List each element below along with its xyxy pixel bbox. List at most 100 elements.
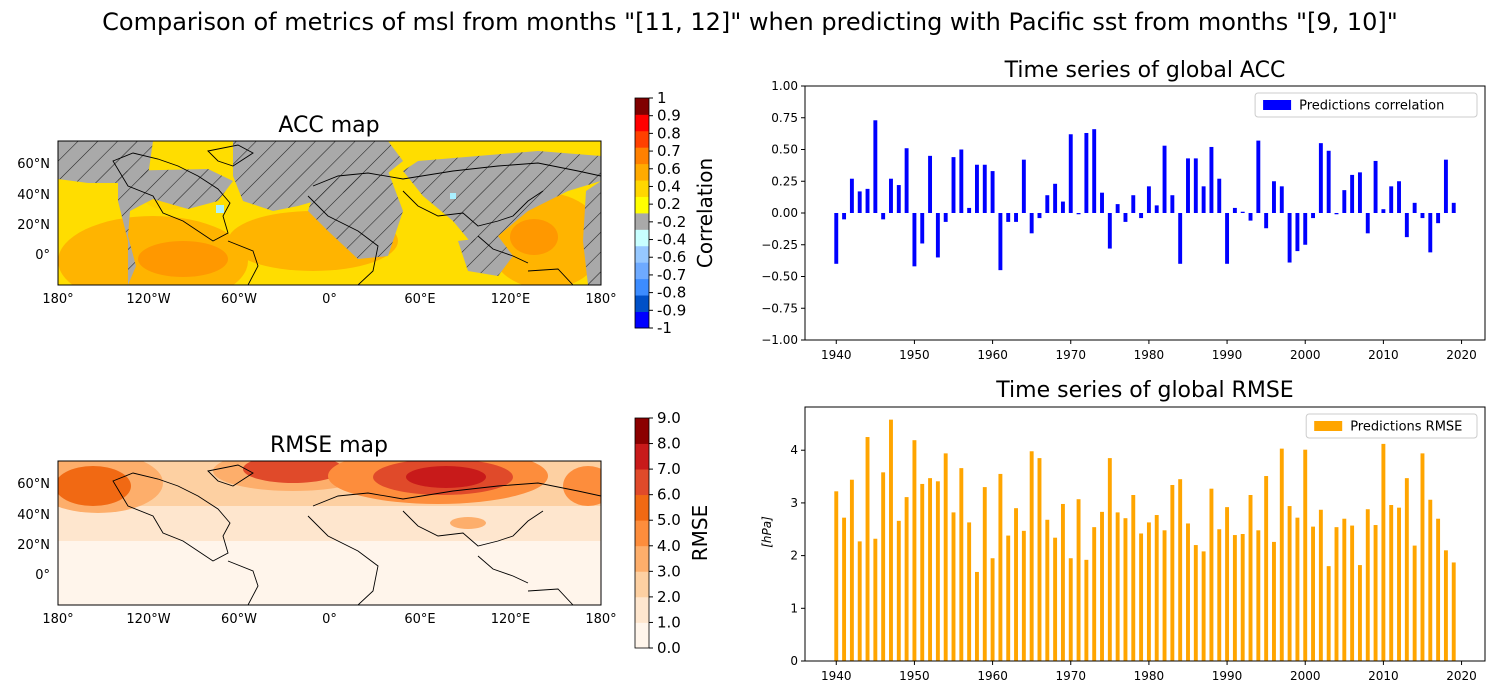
- rmse-bar: [1092, 527, 1097, 661]
- rmse-bar: [1451, 562, 1456, 661]
- rmse-bar: [1342, 518, 1347, 661]
- acc-bar: [1357, 172, 1362, 213]
- acc-xtick-label: 2010: [1368, 348, 1399, 362]
- acc-bar: [865, 188, 870, 213]
- acc-bar: [842, 213, 847, 220]
- rmse-bar: [842, 517, 847, 661]
- acc-bar: [1131, 195, 1136, 213]
- rmse-bar: [881, 472, 886, 661]
- rmse-timeseries-chart: Time series of global RMSE [hPa] 1940 195…: [760, 378, 1486, 683]
- acc-lon-tick: 180°: [585, 292, 616, 307]
- rmse-bar: [896, 520, 901, 661]
- rmse-legend-swatch: [1314, 421, 1343, 431]
- acc-colorbar-tick-label: -1: [657, 319, 672, 337]
- rmse-colorbar: 0.0 1.0 2.0 3.0 4.0 5.0 6.0 7.0 8.0 9.0: [634, 409, 681, 657]
- acc-bar: [1342, 190, 1347, 213]
- acc-ytick-label: 0.50: [771, 143, 798, 157]
- rmse-colorbar-segment: [635, 545, 649, 572]
- acc-bar: [889, 178, 893, 213]
- acc-xtick-label: 1970: [1055, 348, 1086, 362]
- acc-colorbar-tick-label: 0.7: [657, 142, 681, 160]
- acc-xtick-label: 1990: [1212, 348, 1243, 362]
- rmse-colorbar-tick-label: 5.0: [657, 511, 681, 529]
- acc-lon-tick: 60°E: [404, 292, 435, 307]
- acc-lon-tick: 180°: [42, 292, 73, 307]
- rmse-xtick-label: 1950: [899, 669, 930, 683]
- rmse-lat-tick: 0°: [35, 568, 50, 583]
- acc-bar: [1201, 186, 1206, 213]
- rmse-xtick-label: 1970: [1055, 669, 1086, 683]
- rmse-bar: [998, 473, 1003, 661]
- acc-bar: [1287, 213, 1292, 263]
- rmse-bar: [1373, 525, 1378, 661]
- rmse-bar: [1295, 517, 1300, 661]
- rmse-xtick-label: 2010: [1368, 669, 1399, 683]
- rmse-field-region: [243, 461, 343, 483]
- acc-colorbar-segment: [635, 278, 649, 296]
- rmse-legend: Predictions RMSE: [1305, 413, 1478, 439]
- acc-colorbar-segment: [635, 98, 649, 115]
- rmse-map-panel: RMSE map: [17, 409, 712, 657]
- rmse-colorbar-segment: [635, 622, 649, 649]
- rmse-bar: [1060, 503, 1065, 661]
- rmse-bar: [1100, 511, 1104, 661]
- acc-colorbar-label: Correlation: [693, 158, 717, 268]
- rmse-lat-tick: 40°N: [17, 508, 50, 523]
- rmse-ytick-label: 0: [790, 654, 798, 668]
- acc-legend-box: [1254, 92, 1478, 118]
- rmse-field-region: [58, 466, 131, 506]
- acc-colorbar-segment: [635, 311, 649, 329]
- acc-bar: [1006, 213, 1011, 222]
- acc-bar: [1084, 132, 1089, 213]
- rmse-bar: [1131, 495, 1136, 661]
- acc-colorbar-tick-label: -0.4: [657, 231, 686, 249]
- rmse-colorbar-tick-label: 8.0: [657, 435, 681, 453]
- acc-colorbar-segment: [635, 245, 649, 263]
- rmse-lon-axis: 180° 120°W 60°W 0° 60°E 120°E 180°: [42, 612, 616, 627]
- acc-bar: [1014, 213, 1018, 222]
- acc-colorbar: -1-0.9-0.8-0.7-0.6-0.4-0.20.20.40.60.70.…: [634, 89, 686, 337]
- acc-map-panel: ACC map: [17, 89, 717, 337]
- rmse-bar: [1068, 558, 1073, 661]
- rmse-legend-box: [1305, 413, 1478, 439]
- acc-colorbar-segment: [635, 114, 649, 132]
- acc-bar: [1436, 213, 1441, 224]
- rmse-colorbar-segment: [635, 596, 649, 623]
- rmse-bar: [873, 538, 878, 661]
- rmse-timeseries-ylabel: [hPa]: [760, 516, 774, 548]
- rmse-colorbar-segment: [635, 418, 649, 444]
- acc-bar: [1404, 213, 1409, 238]
- acc-ytick-label: 1.00: [771, 79, 798, 93]
- acc-bar: [904, 148, 909, 213]
- acc-bar: [1420, 213, 1425, 219]
- acc-bar: [1029, 213, 1034, 234]
- acc-lat-tick: 40°N: [17, 188, 50, 203]
- rmse-bar: [1217, 529, 1222, 661]
- rmse-bar: [967, 522, 972, 661]
- rmse-xtick-label: 1960: [977, 669, 1008, 683]
- acc-colorbar-tick-label: 0.4: [657, 177, 681, 195]
- rmse-coastlines: [112, 464, 601, 605]
- acc-ytick-label: 0.25: [771, 174, 798, 188]
- acc-lat-axis: 60°N 40°N 20°N 0°: [17, 157, 50, 263]
- acc-colorbar-segment: [635, 180, 649, 197]
- rmse-bar: [865, 437, 870, 661]
- rmse-lon-tick: 60°W: [221, 612, 257, 627]
- rmse-plot-frame: [804, 406, 1486, 662]
- acc-colorbar-segment: [635, 213, 649, 230]
- acc-colorbar-tick-label: 0.9: [657, 107, 681, 125]
- rmse-bar: [1311, 526, 1315, 661]
- acc-bar: [935, 213, 940, 258]
- acc-bar: [1217, 178, 1222, 213]
- acc-bar: [1381, 209, 1386, 213]
- acc-map-frame: [57, 140, 602, 286]
- rmse-xtick-label: 1990: [1212, 669, 1243, 683]
- figure-title: Comparison of metrics of msl from months…: [102, 8, 1398, 36]
- rmse-ytick-label: 1: [790, 601, 798, 615]
- rmse-bar: [1014, 508, 1018, 661]
- acc-bar: [1389, 186, 1394, 213]
- acc-bar: [1256, 140, 1261, 213]
- rmse-bar: [920, 483, 925, 661]
- rmse-lon-tick: 0°: [322, 612, 337, 627]
- acc-xtick-label: 1950: [899, 348, 930, 362]
